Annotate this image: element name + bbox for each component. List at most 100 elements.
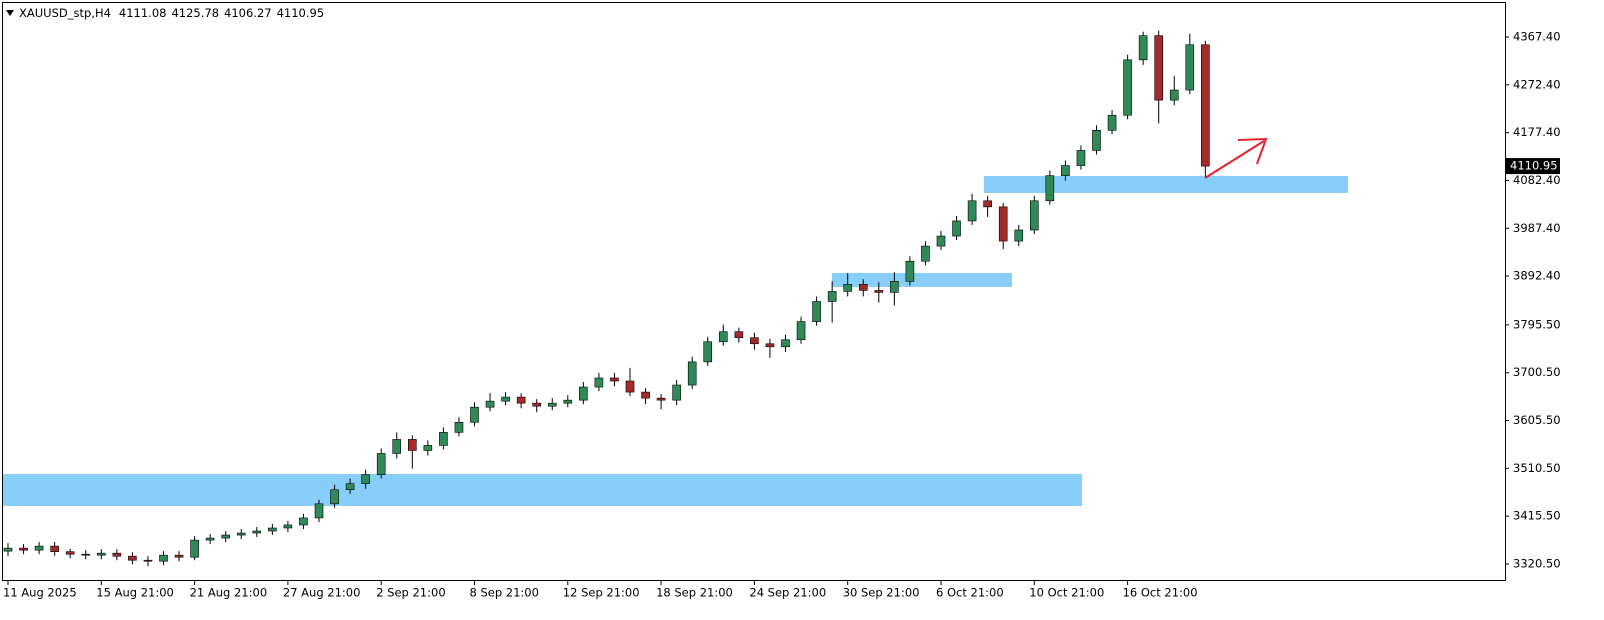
candle-body — [268, 527, 277, 532]
candle-body — [532, 402, 542, 407]
x-tick-label: 11 Aug 2025 — [3, 586, 77, 600]
candle-body — [1061, 165, 1070, 176]
candle-body — [1169, 89, 1179, 101]
y-tick-label: 3415.50 — [1513, 509, 1561, 523]
candle-body — [1201, 44, 1210, 167]
zones — [3, 175, 1348, 507]
candle-body — [392, 439, 402, 454]
x-tick-label: 6 Oct 21:00 — [936, 586, 1004, 600]
candle-body — [501, 396, 510, 402]
candle-body — [143, 559, 153, 562]
x-tick-label: 18 Sep 21:00 — [656, 586, 733, 600]
candle-body — [843, 284, 853, 292]
y-tick-label: 3987.40 — [1513, 221, 1561, 235]
candle-body — [672, 384, 681, 401]
last-price-label: 4110.95 — [1510, 159, 1558, 173]
candle-body — [781, 339, 790, 348]
candle-body — [874, 290, 884, 293]
candle-body — [345, 483, 355, 491]
candle-body — [1185, 44, 1195, 91]
x-tick-label: 24 Sep 21:00 — [749, 586, 826, 600]
x-tick-label: 2 Sep 21:00 — [376, 586, 445, 600]
y-tick-label: 4367.40 — [1513, 29, 1561, 43]
candle-body — [921, 245, 930, 262]
candle-body — [905, 260, 915, 282]
candle-body — [1138, 35, 1148, 61]
candle-body — [283, 524, 293, 529]
candle-body — [407, 439, 417, 451]
y-tick-label: 3510.50 — [1513, 461, 1561, 475]
candle-body — [563, 399, 573, 404]
collapse-triangle[interactable] — [6, 10, 14, 16]
candle-body — [112, 552, 122, 557]
candle-body — [641, 391, 650, 399]
candle-body — [858, 284, 868, 291]
candle-body — [796, 321, 806, 341]
annotation-arrow — [1204, 137, 1268, 179]
y-tick-label: 4272.40 — [1513, 77, 1561, 91]
price-zone — [984, 175, 1348, 193]
candle-body — [236, 532, 246, 536]
candle-body — [890, 281, 899, 293]
candle-body — [765, 343, 775, 348]
chart-header: XAUUSD_stp,H4 4111.08 4125.78 4106.27 4110.9… — [19, 6, 324, 20]
candle-body — [423, 445, 433, 451]
candle-body — [952, 220, 961, 237]
header-open: 4111.08 — [119, 6, 167, 20]
candle-body — [594, 377, 604, 388]
symbol: XAUUSD_stp,H4 — [19, 6, 111, 20]
candle-body — [454, 421, 464, 433]
x-tick-label: 10 Oct 21:00 — [1029, 586, 1104, 600]
candle-body — [718, 331, 728, 343]
candle-body — [547, 402, 557, 407]
header-low: 4106.27 — [224, 6, 272, 20]
candle-body — [936, 235, 946, 247]
candle-body — [625, 380, 635, 393]
y-tick-label: 3320.50 — [1513, 556, 1561, 570]
candle-body — [1107, 114, 1117, 131]
x-tick-label: 21 Aug 21:00 — [190, 586, 268, 600]
candle-body — [361, 474, 370, 485]
candle-body — [65, 551, 75, 555]
candle-body — [983, 200, 992, 208]
candle-body — [610, 377, 619, 382]
candle-body — [998, 206, 1008, 242]
candle-body — [376, 453, 386, 475]
header-high: 4125.78 — [171, 6, 219, 20]
candle-body — [97, 552, 106, 556]
candle-body — [3, 547, 13, 552]
x-tick-label: 12 Sep 21:00 — [563, 586, 640, 600]
candle-body — [299, 517, 308, 526]
candle-body — [221, 534, 230, 539]
candle-body — [703, 341, 713, 363]
y-tick-label: 3892.40 — [1513, 269, 1561, 283]
candle-body — [159, 554, 168, 562]
plot-frame — [2, 2, 1506, 581]
candle-body — [50, 545, 59, 552]
last-price-box — [1506, 158, 1560, 175]
candle-body — [579, 386, 588, 401]
candle-body — [656, 397, 666, 401]
candle-body — [827, 291, 837, 302]
candle-body — [19, 547, 28, 551]
candle-body — [750, 337, 759, 345]
candle-body — [205, 537, 215, 541]
candle-body — [687, 361, 697, 386]
candle-body — [1092, 130, 1101, 151]
y-tick-label: 4177.40 — [1513, 125, 1561, 139]
y-tick-label: 3700.50 — [1513, 365, 1561, 379]
y-tick-label: 3795.50 — [1513, 317, 1561, 331]
candle-body — [812, 301, 821, 322]
candle-body — [34, 545, 44, 551]
x-tick-label: 15 Aug 21:00 — [96, 586, 174, 600]
candle-body — [485, 400, 495, 408]
candle-body — [1030, 200, 1039, 231]
candle-body — [252, 530, 262, 534]
candle-body — [1076, 150, 1086, 166]
x-tick-label: 30 Sep 21:00 — [843, 586, 920, 600]
candle-body — [470, 406, 479, 423]
candle-body — [1154, 35, 1163, 101]
x-tick-label: 16 Oct 21:00 — [1123, 586, 1198, 600]
price-zone — [3, 473, 1082, 507]
